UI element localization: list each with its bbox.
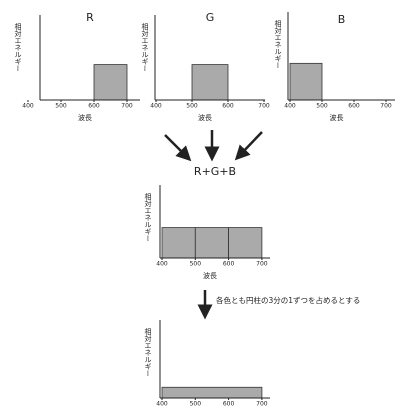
x-tick-label: 500 <box>190 401 202 407</box>
x-label: 波長 <box>330 113 344 122</box>
x-tick-label: 600 <box>88 103 100 110</box>
x-label: 波長 <box>198 113 212 122</box>
x-label: 波長 <box>78 113 92 122</box>
y-label: 相対エネルギー <box>144 192 152 242</box>
panel-title: B <box>338 13 346 26</box>
x-tick-label: 500 <box>186 103 198 110</box>
x-tick-label: 500 <box>316 103 328 110</box>
x-label: 波長 <box>203 271 217 280</box>
x-tick-label: 700 <box>380 103 392 110</box>
x-tick-label: 600 <box>222 103 234 110</box>
x-tick-label: 600 <box>223 261 235 268</box>
panel-title: R+G+B <box>194 165 236 178</box>
panel-title: R <box>86 11 94 24</box>
x-tick-label: 600 <box>223 401 235 407</box>
bar <box>228 227 263 259</box>
y-label: 相対エネルギー <box>14 22 22 72</box>
x-tick-label: 400 <box>22 103 34 110</box>
x-tick-label: 400 <box>156 401 168 407</box>
x-tick-label: 500 <box>190 261 202 268</box>
x-tick-label: 700 <box>258 103 270 110</box>
y-label: 相対エネルギー <box>274 19 282 69</box>
panel-title: G <box>206 11 215 24</box>
bar <box>93 64 128 101</box>
bar <box>194 227 230 259</box>
note: 各色とも円柱の3分の1ずつを占めるとする <box>216 295 360 305</box>
x-tick-label: 700 <box>256 261 268 268</box>
bar <box>289 62 323 101</box>
x-tick-label: 600 <box>348 103 360 110</box>
bar <box>191 64 229 101</box>
bar <box>161 386 263 399</box>
arrow <box>164 134 192 162</box>
bar <box>161 227 196 259</box>
y-label: 相対エネルギー <box>141 22 149 72</box>
x-tick-label: 400 <box>156 261 168 268</box>
x-tick-label: 400 <box>150 103 162 110</box>
x-tick-label: 700 <box>256 401 268 407</box>
arrow <box>234 131 263 161</box>
y-label: 相対エネルギー <box>144 327 152 377</box>
arrows <box>164 130 263 320</box>
x-tick-label: 400 <box>284 103 296 110</box>
x-tick-label: 700 <box>121 103 133 110</box>
x-tick-label: 500 <box>55 103 67 110</box>
